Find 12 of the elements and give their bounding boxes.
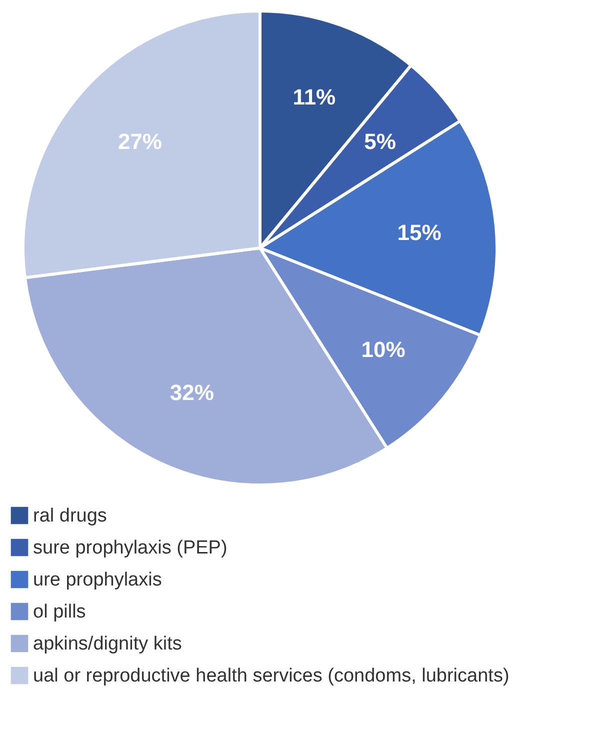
data-label: 32% <box>170 380 214 405</box>
legend-label: sure prophylaxis (PEP) <box>33 538 228 558</box>
legend-label: ol pills <box>33 602 86 622</box>
data-label: 10% <box>361 336 406 362</box>
legend-label: ure prophylaxis <box>33 570 162 590</box>
legend-label: apkins/dignity kits <box>33 634 182 654</box>
legend-label: ual or reproductive health services (condoms, lubricants) <box>33 666 510 686</box>
data-label: 27% <box>118 129 162 154</box>
data-label: 11% <box>292 84 336 110</box>
data-label: 5% <box>364 129 396 154</box>
legend-label: ral drugs <box>33 506 107 526</box>
data-label: 15% <box>397 220 442 245</box>
